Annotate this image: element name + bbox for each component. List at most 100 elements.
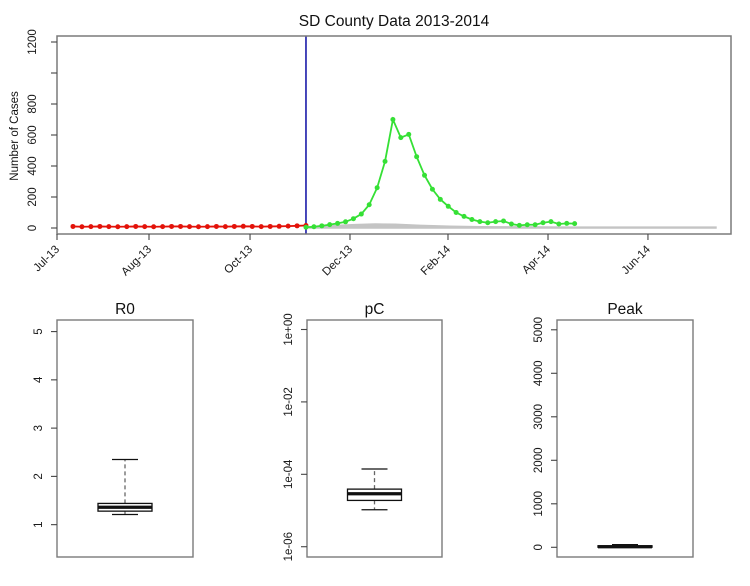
forecast-cases-point [493, 219, 499, 225]
forecast-cases-point [469, 216, 475, 222]
simulation-band [305, 223, 717, 229]
forecast-cases-point [319, 223, 325, 229]
y-tick-label: 1 [33, 521, 45, 527]
y-axis-title: Number of Cases [9, 91, 21, 181]
y-tick-label: 1e-04 [283, 459, 295, 489]
forecast-cases-point [398, 135, 404, 141]
x-tick-label: Feb-14 [419, 243, 454, 278]
forecast-cases-series [303, 116, 578, 230]
x-tick-label: Dec-13 [320, 244, 355, 279]
forecast-cases-point [453, 210, 459, 215]
observed-cases-point [115, 224, 121, 230]
timeseries-panel: 0 200 400 600 800 1200 Jul-13 Aug-13 Oct-13 Dec-1… [27, 29, 732, 279]
forecast-cases-point [406, 131, 412, 137]
forecast-cases-point [350, 216, 356, 222]
forecast-cases-point [564, 220, 570, 226]
forecast-cases-point [390, 117, 396, 122]
y-tick-label: 1e-06 [283, 532, 295, 561]
y-tick-label: 0 [27, 225, 39, 231]
boxplot-pc: 1e-06 1e-04 1e-02 1e+00 [283, 313, 443, 561]
forecast-cases-point [437, 196, 443, 202]
y-tick-label: 1e-02 [283, 387, 295, 416]
observed-cases-point [222, 224, 228, 230]
observed-cases-point [231, 223, 237, 229]
panel-title-peak: Peak [607, 301, 643, 318]
observed-cases-point [142, 224, 148, 230]
forecast-cases-point [374, 185, 380, 191]
forecast-cases-point [461, 213, 467, 219]
y-tick-label: 3000 [533, 404, 545, 430]
boxplot-peak: 0 1000 2000 3000 4000 5000 [533, 317, 694, 558]
forecast-cases-point [524, 222, 530, 228]
forecast-cases-point [477, 219, 483, 225]
panel-frame [556, 319, 694, 558]
forecast-cases-point [327, 222, 333, 228]
y-tick-label: 600 [27, 125, 39, 144]
y-tick-label: 2 [33, 473, 45, 479]
observed-cases-point [294, 223, 300, 229]
y-tick-label: 4 [33, 376, 45, 383]
forecast-cases-point [485, 220, 491, 226]
y-tick-label: 3 [33, 425, 45, 431]
forecast-cases-point [422, 172, 428, 178]
observed-cases-series [70, 223, 309, 230]
observed-cases-point [169, 223, 175, 229]
x-tick-label: Jun-14 [620, 243, 654, 277]
forecast-cases-line [305, 116, 575, 229]
panel-frame [56, 319, 194, 558]
observed-cases-point [249, 223, 255, 229]
observed-cases-point [79, 224, 85, 230]
forecast-cases-point [516, 222, 522, 228]
observed-cases-point [160, 224, 166, 230]
x-tick-label: Jul-13 [31, 244, 62, 275]
observed-cases-point [88, 224, 94, 230]
boxplot-r0: 1 2 3 4 5 [33, 319, 194, 558]
observed-cases-point [276, 223, 282, 229]
observed-cases-point [195, 224, 201, 230]
observed-cases-point [178, 223, 184, 229]
observed-cases-point [240, 223, 246, 229]
observed-cases-point [133, 223, 139, 229]
forecast-cases-point [335, 220, 341, 226]
forecast-cases-point [508, 221, 514, 227]
observed-cases-point [258, 224, 264, 230]
plot-frame [56, 35, 732, 235]
y-tick-label: 200 [27, 187, 39, 206]
y-tick-label: 4000 [533, 360, 545, 386]
x-tick-label: Apr-14 [520, 243, 553, 276]
forecast-cases-point [501, 218, 507, 224]
chart-title: SD County Data 2013-2014 [298, 13, 490, 30]
panel-title-pc: pC [364, 301, 385, 318]
y-tick-label: 2000 [533, 447, 545, 473]
panel-frame [306, 319, 443, 558]
forecast-cases-point [556, 221, 562, 227]
observed-cases-point [124, 224, 130, 230]
y-tick-label: 0 [533, 544, 545, 550]
forecast-cases-point [532, 222, 538, 228]
forecast-cases-point [540, 220, 546, 226]
y-tick-label: 5 [33, 328, 45, 334]
observed-cases-point [97, 223, 103, 229]
observed-cases-point [213, 223, 219, 229]
y-tick-label: 1000 [533, 491, 545, 517]
y-tick-label: 1200 [27, 29, 39, 55]
observed-cases-point [187, 224, 193, 230]
forecast-cases-point [358, 211, 364, 217]
panel-title-r0: R0 [115, 301, 135, 318]
y-tick-label: 5000 [533, 317, 545, 343]
x-tick-label: Oct-13 [222, 244, 255, 277]
forecast-cases-point [414, 154, 420, 160]
observed-cases-point [151, 224, 157, 230]
y-tick-label: 400 [27, 156, 39, 175]
observed-cases-point [285, 223, 291, 229]
forecast-cases-point [445, 203, 451, 209]
forecast-cases-point [343, 219, 349, 225]
x-tick-label: Aug-13 [119, 244, 154, 279]
forecast-cases-point [572, 221, 578, 227]
observed-cases-point [106, 224, 112, 230]
observed-cases-point [204, 224, 210, 230]
observed-cases-point [267, 223, 273, 229]
forecast-cases-point [366, 202, 372, 208]
